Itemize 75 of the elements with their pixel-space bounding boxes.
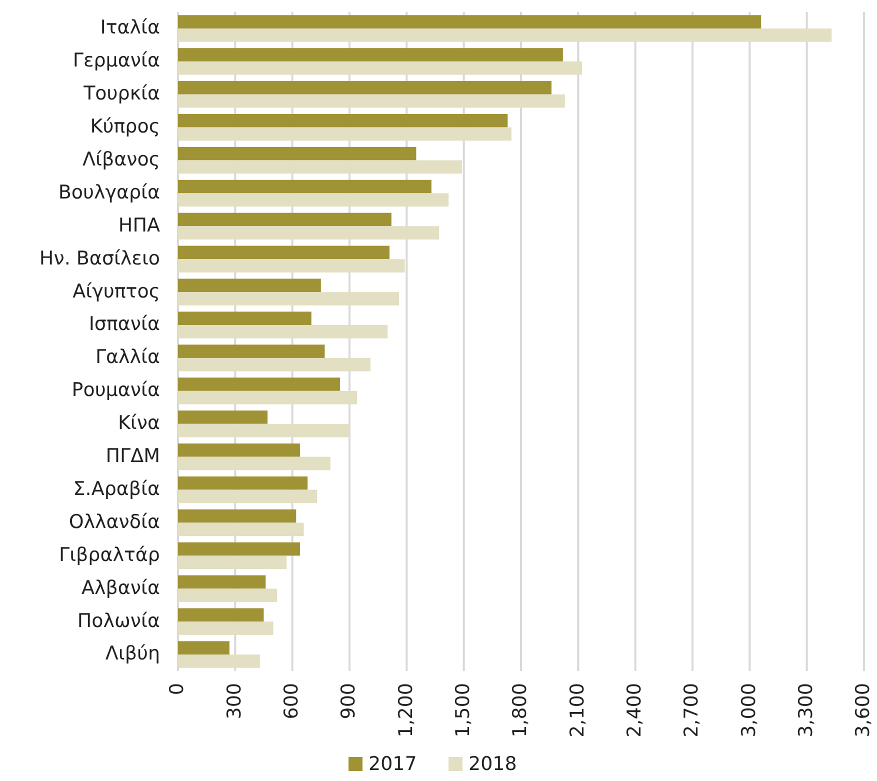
- x-tick-label: 2,400: [624, 683, 646, 738]
- x-tick-label: 3,600: [852, 683, 874, 738]
- bar: [178, 15, 762, 28]
- bar: [178, 94, 565, 108]
- y-tick-label: ΗΠΑ: [118, 214, 160, 236]
- bar: [178, 312, 312, 326]
- x-tick-label: 1,500: [452, 683, 474, 738]
- y-tick-label: Λίβανος: [82, 148, 160, 170]
- y-tick-label: Ρουμανία: [72, 379, 160, 402]
- x-tick-label: 900: [338, 683, 360, 720]
- legend-label: 2018: [468, 753, 517, 776]
- bar: [178, 278, 321, 292]
- x-tick-label: 0: [166, 683, 188, 696]
- bar: [178, 127, 512, 141]
- x-tick-label: 3,300: [795, 683, 818, 738]
- bar: [178, 622, 274, 635]
- x-tick-label: 300: [223, 683, 246, 720]
- x-tick-label: 600: [280, 683, 303, 720]
- bar: [178, 325, 388, 338]
- bar: [178, 490, 318, 504]
- y-tick-label: Αλβανία: [82, 576, 160, 599]
- y-tick-label: Ισπανία: [88, 313, 160, 336]
- bar: [178, 193, 449, 207]
- y-tick-label: ΠΓΔΜ: [106, 445, 160, 468]
- bar: [178, 180, 432, 194]
- bar: [178, 146, 416, 160]
- y-tick-label: Κίνα: [118, 412, 160, 434]
- legend-label: 2017: [368, 753, 417, 776]
- bar: [178, 424, 350, 438]
- x-tick-label: 1,800: [509, 683, 532, 738]
- bar: [178, 456, 330, 470]
- bar: [178, 81, 552, 94]
- bar: [178, 476, 308, 490]
- bar: [178, 292, 400, 306]
- bar: [178, 114, 508, 128]
- bar: [178, 556, 287, 570]
- bar: [178, 641, 230, 655]
- y-tick-label: Γιβραλτάρ: [59, 544, 160, 566]
- bar: [178, 259, 405, 272]
- y-tick-label: Ιταλία: [100, 16, 160, 39]
- bar: [178, 654, 260, 668]
- bar: [178, 390, 358, 404]
- y-tick-label: Γαλλία: [95, 346, 160, 368]
- bar: [178, 575, 266, 589]
- y-tick-label: Τουρκία: [82, 82, 160, 105]
- x-tick-label: 1,200: [394, 683, 417, 738]
- bar: [178, 48, 563, 62]
- bar: [178, 509, 296, 523]
- bar: [178, 542, 300, 556]
- y-tick-label: Λιβύη: [105, 642, 160, 665]
- y-tick-label: Ην. Βασίλειο: [39, 247, 160, 270]
- y-tick-label: Γερμανία: [72, 50, 160, 72]
- bar: [178, 522, 304, 536]
- bar: [178, 588, 278, 602]
- bar: [178, 443, 300, 457]
- x-tick-label: 2,100: [566, 683, 588, 738]
- bar: [178, 61, 582, 75]
- y-tick-label: Πολωνία: [77, 610, 160, 632]
- y-tick-label: Αίγυπτος: [72, 280, 160, 302]
- y-tick-label: Βουλγαρία: [58, 181, 160, 204]
- bar: [178, 212, 392, 226]
- y-tick-label: Σ.Αραβία: [73, 478, 160, 500]
- bar: [178, 226, 440, 240]
- bar: [178, 608, 264, 622]
- x-tick-label: 2,700: [680, 683, 703, 738]
- x-tick-label: 3,000: [738, 683, 760, 738]
- bar: [178, 378, 340, 391]
- bar: [178, 358, 370, 372]
- y-tick-label: Ολλανδία: [68, 510, 160, 533]
- bar: [178, 28, 832, 42]
- bar: [178, 160, 462, 174]
- bar: [178, 344, 325, 358]
- bar: [178, 246, 390, 260]
- bar: [178, 410, 268, 424]
- y-tick-label: Κύπρος: [90, 116, 160, 138]
